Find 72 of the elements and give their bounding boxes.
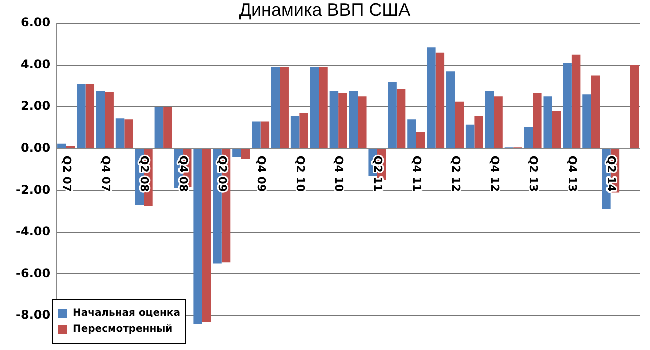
bar <box>310 67 320 148</box>
bar <box>563 63 572 148</box>
bar <box>202 149 212 322</box>
bar <box>485 91 494 148</box>
y-tick-label: 6.00 <box>20 16 51 30</box>
x-tick-label: Q4 09 <box>254 156 268 192</box>
bar <box>300 113 308 148</box>
bar <box>552 111 562 148</box>
x-tick-label: Q2 07 <box>60 156 74 192</box>
bar <box>544 96 552 148</box>
bar <box>446 72 456 148</box>
bar <box>241 149 250 160</box>
y-tick-label: 2.00 <box>20 99 51 114</box>
bar <box>58 144 66 148</box>
x-tick-label: Q2 08 <box>138 156 152 192</box>
bar <box>86 84 95 148</box>
bar <box>388 82 397 148</box>
bar <box>533 94 542 148</box>
bar <box>572 54 581 148</box>
bar <box>164 107 172 148</box>
x-tick-label: Q2 10 <box>294 156 307 192</box>
bar <box>416 132 426 148</box>
bar <box>466 124 475 148</box>
bar <box>116 118 125 148</box>
bar <box>124 120 134 148</box>
chart-title: Динамика ВВП США <box>239 0 411 20</box>
x-tick-label: Q4 12 <box>488 156 502 192</box>
bar <box>290 116 300 148</box>
bar <box>319 67 328 148</box>
x-tick-label: Q2 14 <box>604 156 618 192</box>
y-tick-label: 0.00 <box>20 141 51 156</box>
x-tick-label: Q4 13 <box>566 156 580 192</box>
bar <box>436 52 445 148</box>
bar <box>349 91 358 148</box>
bar <box>154 107 164 148</box>
x-tick-label: Q4 07 <box>99 156 112 192</box>
bar <box>77 84 86 148</box>
bar <box>338 94 348 148</box>
bar <box>455 102 464 148</box>
bar <box>494 96 503 148</box>
x-tick-label: Q4 10 <box>332 156 346 192</box>
y-tick-label: 4.00 <box>20 57 51 72</box>
x-tick-label: Q2 12 <box>449 156 462 192</box>
bar <box>280 67 289 148</box>
y-tick-label: -6.00 <box>16 266 51 280</box>
legend-label: Начальная оценка <box>73 308 180 319</box>
bar <box>358 96 367 148</box>
y-tick-label: -2.00 <box>16 182 51 197</box>
bar <box>524 126 534 148</box>
bar <box>105 92 114 148</box>
x-tick-label: Q2 13 <box>527 156 540 192</box>
bar <box>194 149 202 324</box>
x-tick-label: Q2 09 <box>216 156 230 192</box>
bar <box>232 149 242 158</box>
x-tick-label: Q4 08 <box>177 156 190 192</box>
bar <box>330 91 339 148</box>
bar <box>260 122 270 148</box>
bar <box>271 67 280 148</box>
bar <box>396 89 406 148</box>
legend-label: Пересмотренный <box>73 324 173 335</box>
bar <box>582 94 592 148</box>
bar <box>474 116 484 148</box>
bar <box>96 91 106 148</box>
bar <box>427 48 436 148</box>
y-tick-label: -4.00 <box>16 224 51 239</box>
x-tick-label: Q4 11 <box>410 156 424 192</box>
bar <box>252 122 261 148</box>
bar <box>591 76 600 148</box>
y-tick-label: -8.00 <box>16 308 51 322</box>
bar <box>408 120 416 148</box>
x-tick-label: Q2 11 <box>372 156 385 192</box>
bar <box>630 65 640 148</box>
